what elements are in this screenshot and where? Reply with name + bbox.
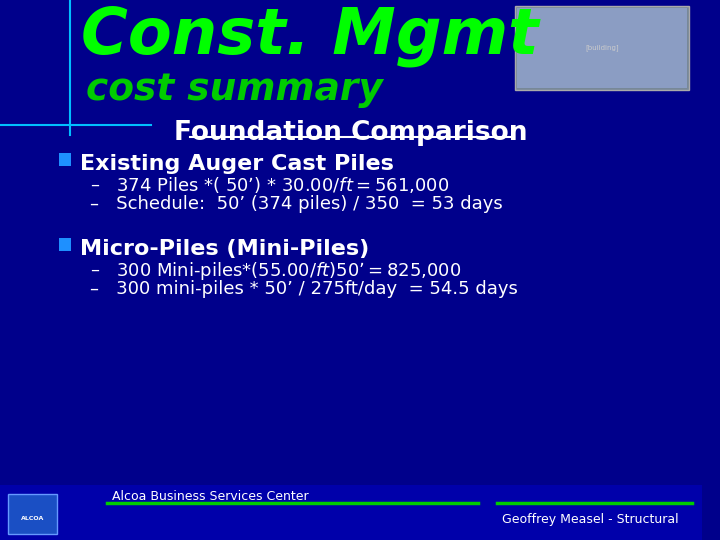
FancyBboxPatch shape [58, 153, 71, 166]
Text: –   300 Mini-piles*($55.00/ft) 50’ =  $825,000: – 300 Mini-piles*($55.00/ft) 50’ = $825,… [90, 260, 461, 282]
Text: –   300 mini-piles * 50’ / 275ft/day  = 54.5 days: – 300 mini-piles * 50’ / 275ft/day = 54.… [90, 280, 518, 298]
Text: Foundation Comparison: Foundation Comparison [174, 120, 528, 146]
Text: –   374 Piles *( 50’) * $30.00/ft =  $561,000: – 374 Piles *( 50’) * $30.00/ft = $561,0… [90, 175, 449, 195]
Text: Alcoa Business Services Center: Alcoa Business Services Center [112, 489, 309, 503]
FancyBboxPatch shape [58, 238, 71, 251]
FancyBboxPatch shape [517, 8, 687, 88]
Text: Micro-Piles (Mini-Piles): Micro-Piles (Mini-Piles) [80, 239, 369, 259]
FancyBboxPatch shape [0, 485, 702, 540]
Text: cost summary: cost summary [86, 72, 383, 108]
FancyBboxPatch shape [515, 6, 688, 90]
Text: –   Schedule:  50’ (374 piles) / 350  = 53 days: – Schedule: 50’ (374 piles) / 350 = 53 d… [90, 195, 503, 213]
Text: Const. Mgmt: Const. Mgmt [81, 5, 539, 67]
FancyBboxPatch shape [8, 494, 57, 534]
Text: Geoffrey Measel - Structural: Geoffrey Measel - Structural [503, 514, 679, 526]
Text: [building]: [building] [585, 45, 618, 51]
Text: Existing Auger Cast Piles: Existing Auger Cast Piles [80, 154, 394, 174]
Text: ALCOA: ALCOA [20, 516, 44, 521]
